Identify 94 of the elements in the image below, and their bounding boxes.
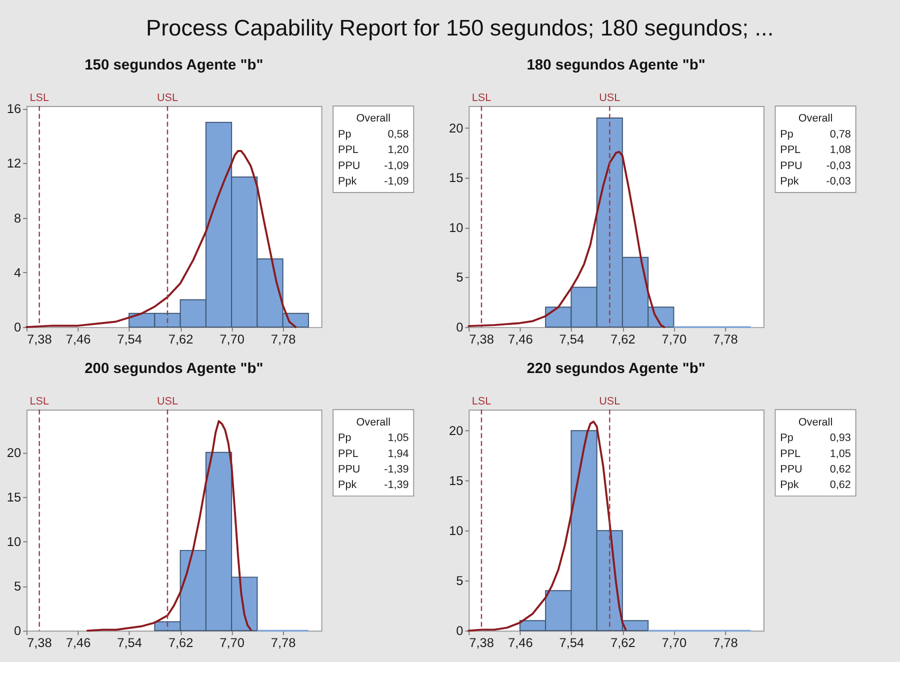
- text: 0,78: [830, 128, 851, 140]
- text: 1,05: [388, 432, 409, 444]
- y-tick-label: 15: [6, 489, 22, 504]
- y-tick-label: 0: [14, 319, 22, 334]
- x-tick-label: 7,70: [662, 331, 687, 346]
- y-tick-label: 8: [14, 210, 22, 226]
- text: PPL: [780, 144, 801, 156]
- text: -1,09: [384, 160, 409, 172]
- x-tick-label: 7,62: [610, 634, 636, 650]
- x-tick-label: 7,54: [559, 331, 584, 346]
- x-tick-label: 7,70: [220, 634, 244, 650]
- x-tick-label: 7,78: [713, 634, 738, 650]
- y-tick-label: 4: [14, 264, 22, 280]
- text: Pp: [338, 432, 352, 444]
- ref-line-label: USL: [599, 396, 620, 408]
- chart-title: 200 segundos Agente "b": [84, 361, 264, 378]
- y-tick-label: 5: [456, 573, 464, 588]
- text: -1,09: [384, 176, 409, 188]
- ref-line-label: USL: [156, 92, 178, 104]
- x-tick-label: 7,46: [66, 634, 91, 650]
- x-tick-label: 7,46: [508, 331, 533, 346]
- y-tick-label: 0: [456, 319, 464, 334]
- text: PPU: [338, 160, 360, 172]
- text: Ppk: [338, 479, 358, 492]
- text: Pp: [338, 128, 352, 140]
- y-tick-label: 10: [449, 220, 464, 235]
- text: Overall: [798, 112, 833, 125]
- x-tick-label: 7,38: [27, 331, 52, 346]
- text: Ppk: [338, 176, 358, 188]
- text: Overall: [798, 416, 833, 428]
- ref-line-label: USL: [156, 396, 178, 408]
- text: Process Capability Report for 150 segundos; 180 segundos; ...: [146, 15, 774, 40]
- text: -1,39: [384, 479, 409, 492]
- text: 1,08: [830, 144, 851, 156]
- x-tick-label: 7,70: [662, 634, 687, 650]
- y-tick-label: 10: [449, 523, 464, 538]
- text: 0,62: [830, 463, 851, 476]
- text: 1,05: [830, 448, 851, 460]
- x-tick-label: 7,78: [713, 331, 738, 346]
- y-tick-label: 12: [6, 156, 22, 171]
- text: -0,03: [826, 160, 851, 172]
- ref-line-label: LSL: [472, 92, 492, 104]
- chart-title: 180 segundos Agente "b": [526, 58, 706, 74]
- x-tick-label: 7,38: [469, 634, 494, 650]
- x-tick-label: 7,62: [610, 331, 636, 346]
- text: 0,93: [830, 432, 851, 444]
- ref-line-label: USL: [599, 92, 620, 104]
- text: 0,58: [388, 128, 409, 140]
- text: PPL: [338, 144, 358, 156]
- text: 0,62: [830, 479, 851, 492]
- text: Pp: [780, 432, 794, 444]
- x-tick-label: 7,54: [117, 331, 142, 346]
- y-tick-label: 20: [6, 444, 22, 460]
- text: -1,39: [384, 463, 409, 476]
- x-tick-label: 7,62: [168, 634, 194, 650]
- ref-line-label: LSL: [472, 396, 492, 408]
- x-tick-label: 7,46: [508, 634, 533, 650]
- x-tick-label: 7,70: [220, 331, 244, 346]
- y-tick-label: 5: [14, 578, 22, 594]
- text: Overall: [356, 112, 390, 125]
- text: PPL: [780, 448, 801, 460]
- text: 1,94: [388, 448, 409, 460]
- text: Ppk: [780, 479, 800, 492]
- text: PPU: [780, 463, 802, 476]
- y-tick-label: 20: [449, 120, 464, 136]
- ref-line-label: LSL: [30, 396, 49, 408]
- line-series: [86, 420, 252, 632]
- text: PPU: [780, 160, 802, 172]
- y-tick-label: 5: [456, 270, 464, 285]
- chart-title: 150 segundos Agente "b": [84, 58, 264, 74]
- text: Ppk: [780, 176, 800, 188]
- x-tick-label: 7,38: [469, 331, 494, 346]
- x-tick-label: 7,38: [27, 634, 52, 650]
- text: PPU: [338, 463, 360, 476]
- text: Overall: [356, 416, 390, 428]
- text: -0,03: [826, 176, 851, 188]
- y-tick-label: 10: [6, 534, 22, 549]
- x-tick-label: 7,78: [270, 634, 296, 650]
- x-tick-label: 7,62: [168, 331, 194, 346]
- ref-line-label: LSL: [30, 92, 49, 104]
- text: 1,20: [388, 144, 409, 156]
- y-tick-label: 0: [14, 623, 22, 638]
- text: PPL: [338, 448, 358, 460]
- x-tick-label: 7,54: [559, 634, 584, 650]
- text: Pp: [780, 128, 794, 140]
- y-tick-label: 15: [449, 170, 464, 186]
- x-tick-label: 7,46: [66, 331, 91, 346]
- y-tick-label: 20: [449, 423, 464, 438]
- y-tick-label: 15: [449, 473, 464, 488]
- x-tick-label: 7,54: [117, 634, 142, 650]
- x-tick-label: 7,78: [270, 331, 296, 346]
- y-tick-label: 0: [456, 623, 464, 638]
- chart-title: 220 segundos Agente "b": [526, 361, 706, 378]
- y-tick-label: 16: [6, 101, 22, 116]
